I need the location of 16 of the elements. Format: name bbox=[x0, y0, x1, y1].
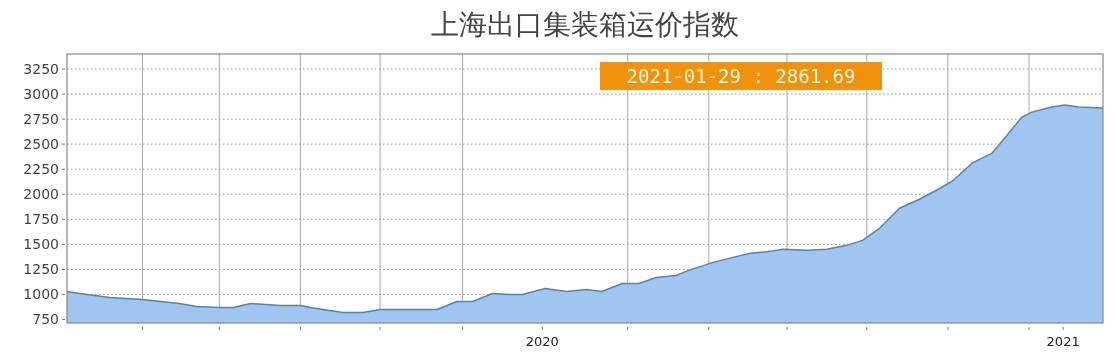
y-tick-label: 1500 bbox=[23, 236, 59, 253]
y-tick-label: 750 bbox=[32, 311, 59, 328]
title: 上海出口集装箱运价指数 bbox=[431, 8, 739, 41]
annotation: 2021-01-29 : 2861.69 bbox=[626, 65, 856, 87]
y-tick-label: 3000 bbox=[23, 86, 59, 103]
y-tick-label: 2500 bbox=[23, 136, 59, 153]
annotation: 2021-01-29 : 2861.69 bbox=[600, 62, 882, 90]
y-tick-label: 1750 bbox=[23, 211, 59, 228]
y-tick-label: 1250 bbox=[23, 261, 59, 278]
y-tick-label: 3250 bbox=[23, 61, 59, 78]
x-tick-label: 2020 bbox=[525, 334, 559, 349]
y-tick-label: 1000 bbox=[23, 286, 59, 303]
y-tick-label: 2750 bbox=[23, 111, 59, 128]
y-tick-label: 2000 bbox=[23, 186, 59, 203]
x-tick-label: 2021 bbox=[1046, 334, 1080, 349]
y-tick-label: 2250 bbox=[23, 161, 59, 178]
